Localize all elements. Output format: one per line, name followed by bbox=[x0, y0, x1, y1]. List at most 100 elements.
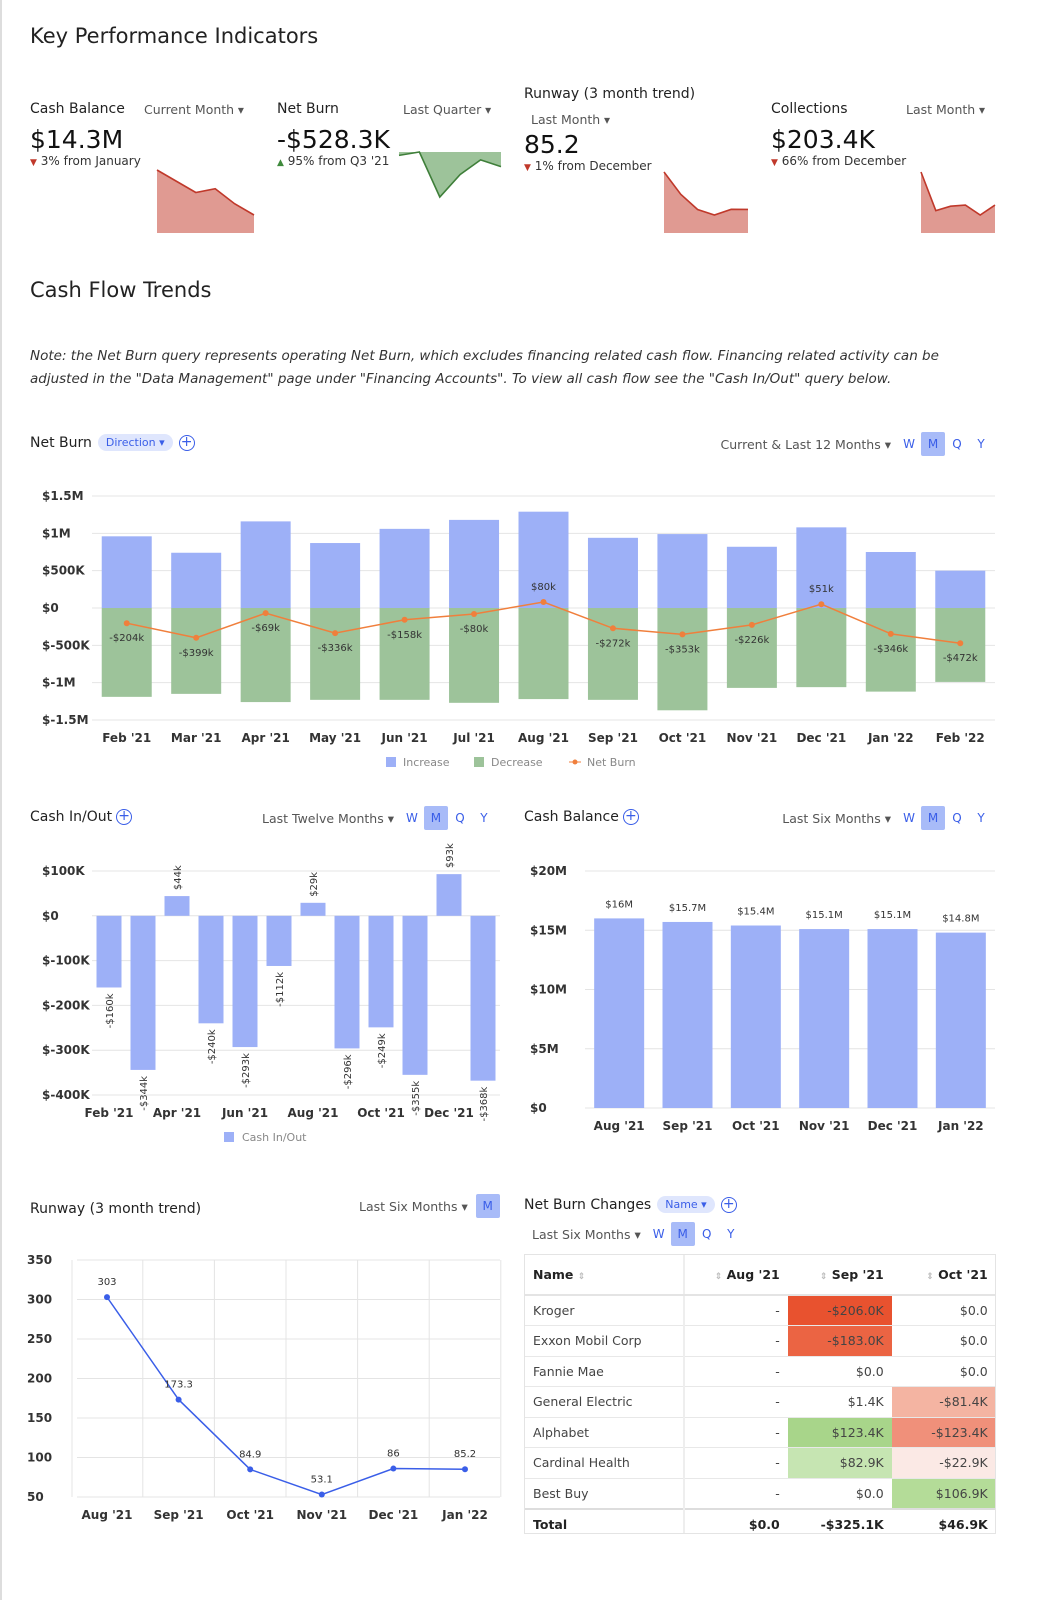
granularity-w[interactable]: W bbox=[406, 811, 418, 825]
column-header[interactable]: ⇕ Oct '21 bbox=[891, 1255, 995, 1296]
net-burn-header: Net Burn Direction + bbox=[30, 434, 195, 451]
table-cell: - bbox=[683, 1447, 788, 1479]
y-tick-label: 100 bbox=[27, 1451, 52, 1465]
add-icon[interactable]: + bbox=[720, 1196, 737, 1213]
cash-in-out-bar bbox=[368, 915, 394, 1028]
y-tick-label: $100K bbox=[42, 864, 85, 878]
granularity-w[interactable]: W bbox=[903, 437, 915, 451]
granularity-y[interactable]: Y bbox=[727, 1227, 735, 1241]
table-cell: -$206.0K bbox=[787, 1295, 892, 1326]
granularity-q[interactable]: Q bbox=[702, 1227, 712, 1241]
decrease-bar bbox=[171, 608, 222, 694]
period-select[interactable]: Last Twelve Months bbox=[262, 811, 394, 826]
nbc-table: Name ⇕⇕ Aug '21⇕ Sep '21⇕ Oct '21⇕Kroger… bbox=[525, 1255, 995, 1533]
cash-balance-controls: Last Six Months WMQ Y bbox=[782, 806, 993, 830]
increase-bar bbox=[240, 521, 291, 608]
y-tick-label: $0 bbox=[42, 909, 59, 923]
granularity-q[interactable]: Q bbox=[952, 811, 962, 825]
granularity-m[interactable]: M bbox=[921, 806, 945, 830]
kpi-period-select[interactable]: Last Quarter bbox=[403, 102, 491, 117]
kpi-period-select[interactable]: Last Month bbox=[906, 102, 985, 117]
data-label: $14.8M bbox=[942, 914, 979, 925]
add-icon[interactable]: + bbox=[178, 434, 195, 451]
column-header[interactable]: ⇕ Sep '21 bbox=[787, 1255, 892, 1296]
y-tick-label: $0 bbox=[530, 1101, 547, 1115]
net-burn-controls: Current & Last 12 Months WMQ Y bbox=[721, 432, 993, 456]
sort-icon[interactable]: ⇕ bbox=[577, 1272, 586, 1282]
sparkline-line bbox=[156, 169, 255, 216]
table-row: General Electric - $1.4K -$81.4K bbox=[525, 1386, 995, 1418]
cash-balance-bar bbox=[799, 929, 850, 1108]
data-label: -$293k bbox=[241, 1053, 252, 1088]
y-tick-label: $20M bbox=[530, 864, 567, 878]
legend-dot-icon bbox=[572, 759, 578, 765]
y-tick-label: $-1M bbox=[42, 676, 76, 690]
net-burn-title: Net Burn bbox=[30, 434, 92, 451]
period-select[interactable]: Last Six Months bbox=[359, 1199, 468, 1214]
kpi-card: Runway (3 month trend) Last Month 85.2 ▼ … bbox=[524, 86, 764, 173]
column-header[interactable]: Name ⇕ bbox=[525, 1255, 685, 1296]
column-header[interactable]: ⇕ Aug '21 bbox=[683, 1255, 788, 1296]
name-filter[interactable]: Name bbox=[657, 1196, 715, 1213]
triangle-down-icon: ▼ bbox=[30, 158, 37, 168]
granularity-m[interactable]: M bbox=[921, 432, 945, 456]
cash-balance-bar bbox=[867, 929, 918, 1108]
granularity-y[interactable]: Y bbox=[977, 437, 985, 451]
data-label: 85.2 bbox=[454, 1449, 476, 1460]
granularity-w[interactable]: W bbox=[903, 811, 915, 825]
table-cell: -$81.4K bbox=[891, 1386, 995, 1418]
table-row: Alphabet - $123.4K -$123.4K bbox=[525, 1417, 995, 1448]
data-label: 53.1 bbox=[311, 1475, 333, 1486]
row-name: Fannie Mae bbox=[525, 1356, 685, 1387]
net-burn-point bbox=[262, 610, 269, 617]
table-cell: - bbox=[683, 1295, 788, 1326]
cash-in-out-bar bbox=[232, 915, 258, 1048]
granularity-m[interactable]: M bbox=[423, 806, 448, 830]
period-select[interactable]: Current & Last 12 Months bbox=[721, 437, 891, 452]
kpi-delta: ▼ 3% from January bbox=[30, 154, 141, 168]
table-cell: - bbox=[683, 1478, 788, 1509]
cash-in-out-bar bbox=[198, 915, 224, 1024]
data-label: -$226k bbox=[734, 635, 769, 646]
cashflow-title: Cash Flow Trends bbox=[30, 278, 212, 302]
add-icon[interactable]: + bbox=[622, 809, 639, 825]
decrease-bar bbox=[449, 608, 500, 703]
data-label: $80k bbox=[531, 582, 556, 593]
cash-in-out-bar bbox=[130, 915, 156, 1070]
kpi-period-select[interactable]: Last Month bbox=[531, 112, 610, 127]
granularity-q[interactable]: Q bbox=[952, 437, 962, 451]
sparkline-area bbox=[921, 172, 995, 233]
sort-icon[interactable]: ⇕ bbox=[926, 1272, 934, 1282]
decrease-bar bbox=[587, 608, 638, 700]
cash-in-out-controls: Last Twelve Months WMQ Y bbox=[262, 806, 496, 830]
direction-filter[interactable]: Direction bbox=[97, 434, 173, 451]
granularity-y[interactable]: Y bbox=[480, 811, 488, 825]
granularity-m[interactable]: M bbox=[475, 1194, 500, 1218]
sort-icon[interactable]: ⇕ bbox=[714, 1272, 723, 1282]
kpi-period-select[interactable]: Current Month bbox=[144, 102, 244, 117]
kpi-delta: ▲ 95% from Q3 '21 bbox=[277, 154, 390, 168]
granularity-m[interactable]: M bbox=[670, 1222, 695, 1246]
y-tick-label: 200 bbox=[27, 1372, 52, 1386]
table-cell: $0.0 bbox=[891, 1295, 995, 1326]
period-select[interactable]: Last Six Months bbox=[532, 1227, 641, 1242]
add-icon[interactable]: + bbox=[116, 809, 133, 825]
granularity-q[interactable]: Q bbox=[455, 811, 465, 825]
decrease-bar bbox=[240, 608, 291, 703]
sort-icon[interactable]: ⇕ bbox=[819, 1272, 828, 1282]
row-name: Cardinal Health bbox=[525, 1447, 685, 1479]
period-select[interactable]: Last Six Months bbox=[782, 811, 891, 826]
granularity-y[interactable]: Y bbox=[977, 811, 985, 825]
cash-balance-bar bbox=[935, 932, 986, 1108]
table-cell: - bbox=[683, 1325, 788, 1357]
data-label: $15.4M bbox=[737, 907, 774, 918]
increase-bar bbox=[518, 511, 569, 608]
row-name: General Electric bbox=[525, 1386, 685, 1418]
kpi-card: Net Burn Last Quarter -$528.3K ▲ 95% from… bbox=[277, 101, 517, 168]
data-label: -$80k bbox=[460, 624, 489, 635]
cash-in-out-bar bbox=[334, 915, 360, 1049]
x-tick-label: Aug '21 bbox=[518, 731, 569, 745]
granularity-w[interactable]: W bbox=[652, 1227, 665, 1241]
